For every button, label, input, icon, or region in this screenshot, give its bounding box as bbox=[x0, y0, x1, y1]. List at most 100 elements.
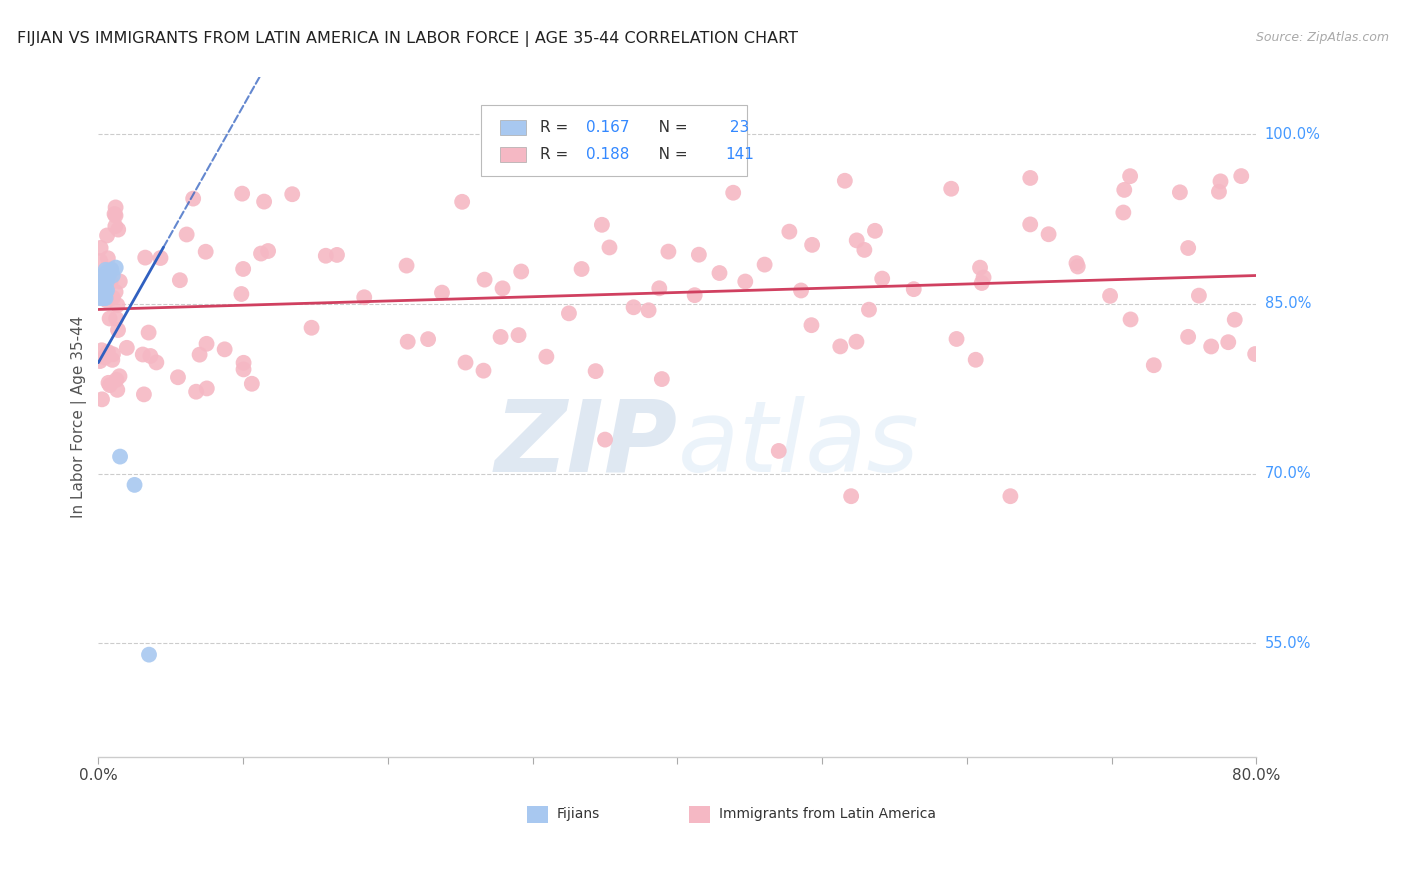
Point bbox=[105, 373, 128, 387]
Point bbox=[973, 270, 995, 285]
Point bbox=[870, 271, 893, 285]
Point bbox=[683, 288, 706, 302]
Point bbox=[326, 248, 349, 262]
Point bbox=[768, 444, 790, 458]
Point bbox=[965, 352, 987, 367]
Point bbox=[834, 174, 856, 188]
Point bbox=[90, 285, 112, 300]
Point bbox=[101, 347, 124, 361]
Point bbox=[903, 282, 925, 296]
Point bbox=[90, 241, 112, 255]
Point bbox=[96, 265, 118, 279]
Point bbox=[778, 225, 800, 239]
Point bbox=[93, 274, 115, 288]
Point bbox=[94, 291, 117, 305]
Point bbox=[454, 355, 477, 369]
Point bbox=[353, 290, 375, 304]
Point bbox=[105, 383, 128, 397]
Point bbox=[195, 381, 218, 395]
Point bbox=[1177, 330, 1199, 344]
Point bbox=[571, 262, 593, 277]
Point bbox=[474, 272, 496, 286]
Point bbox=[184, 384, 207, 399]
FancyBboxPatch shape bbox=[481, 104, 747, 176]
Point bbox=[232, 262, 254, 277]
Point bbox=[101, 291, 124, 305]
Point bbox=[93, 351, 115, 365]
Text: atlas: atlas bbox=[678, 396, 920, 492]
Point bbox=[94, 282, 117, 296]
Text: 23: 23 bbox=[725, 120, 749, 135]
Point bbox=[585, 364, 607, 378]
Point bbox=[91, 392, 114, 407]
Point bbox=[214, 343, 236, 357]
Point bbox=[301, 320, 323, 334]
Text: N =: N = bbox=[644, 120, 692, 135]
FancyBboxPatch shape bbox=[527, 805, 548, 822]
Point bbox=[1066, 256, 1088, 270]
Point bbox=[1099, 289, 1122, 303]
Point bbox=[1067, 260, 1090, 274]
Point bbox=[89, 291, 111, 305]
Point bbox=[96, 274, 118, 288]
Point bbox=[657, 244, 679, 259]
Point bbox=[101, 268, 124, 283]
Point bbox=[181, 192, 204, 206]
Point bbox=[96, 228, 118, 243]
FancyBboxPatch shape bbox=[501, 120, 526, 136]
Point bbox=[145, 355, 167, 369]
Point bbox=[90, 343, 112, 358]
Point bbox=[1208, 185, 1230, 199]
Point bbox=[97, 252, 120, 266]
Point bbox=[176, 227, 198, 242]
Point bbox=[945, 332, 967, 346]
Point bbox=[1019, 171, 1042, 186]
Text: Fijians: Fijians bbox=[557, 807, 600, 822]
Point bbox=[250, 246, 273, 260]
Point bbox=[90, 274, 112, 288]
Text: 0.167: 0.167 bbox=[586, 120, 630, 135]
Point bbox=[91, 291, 114, 305]
Point bbox=[104, 209, 127, 223]
Point bbox=[94, 285, 117, 300]
Point bbox=[1209, 174, 1232, 188]
Point bbox=[96, 283, 118, 297]
Point bbox=[98, 265, 121, 279]
Text: FIJIAN VS IMMIGRANTS FROM LATIN AMERICA IN LABOR FORCE | AGE 35-44 CORRELATION C: FIJIAN VS IMMIGRANTS FROM LATIN AMERICA … bbox=[17, 31, 797, 47]
Point bbox=[623, 300, 645, 314]
Point bbox=[100, 276, 122, 290]
Point bbox=[132, 387, 155, 401]
Point bbox=[941, 182, 963, 196]
FancyBboxPatch shape bbox=[689, 805, 710, 822]
Point bbox=[124, 478, 146, 492]
Point bbox=[416, 332, 439, 346]
Point bbox=[1119, 312, 1142, 326]
Point bbox=[96, 293, 118, 308]
Point bbox=[115, 341, 138, 355]
Point bbox=[688, 248, 710, 262]
Point bbox=[1119, 169, 1142, 183]
Point bbox=[591, 218, 613, 232]
Point bbox=[863, 224, 886, 238]
Point bbox=[138, 648, 160, 662]
Point bbox=[598, 240, 620, 254]
Point bbox=[1223, 312, 1246, 326]
Point bbox=[253, 194, 276, 209]
Point bbox=[1143, 358, 1166, 372]
Point bbox=[734, 275, 756, 289]
Point bbox=[257, 244, 280, 258]
Point bbox=[1038, 227, 1060, 242]
Point bbox=[91, 268, 114, 283]
Point bbox=[108, 274, 131, 288]
Point bbox=[134, 251, 156, 265]
Point bbox=[98, 378, 121, 392]
Point bbox=[97, 268, 120, 283]
Text: R =: R = bbox=[540, 120, 572, 135]
Point bbox=[194, 244, 217, 259]
Point bbox=[491, 281, 513, 295]
Text: R =: R = bbox=[540, 146, 572, 161]
Point bbox=[108, 450, 131, 464]
Point bbox=[1218, 335, 1240, 350]
Text: ZIP: ZIP bbox=[495, 396, 678, 492]
Point bbox=[395, 259, 418, 273]
